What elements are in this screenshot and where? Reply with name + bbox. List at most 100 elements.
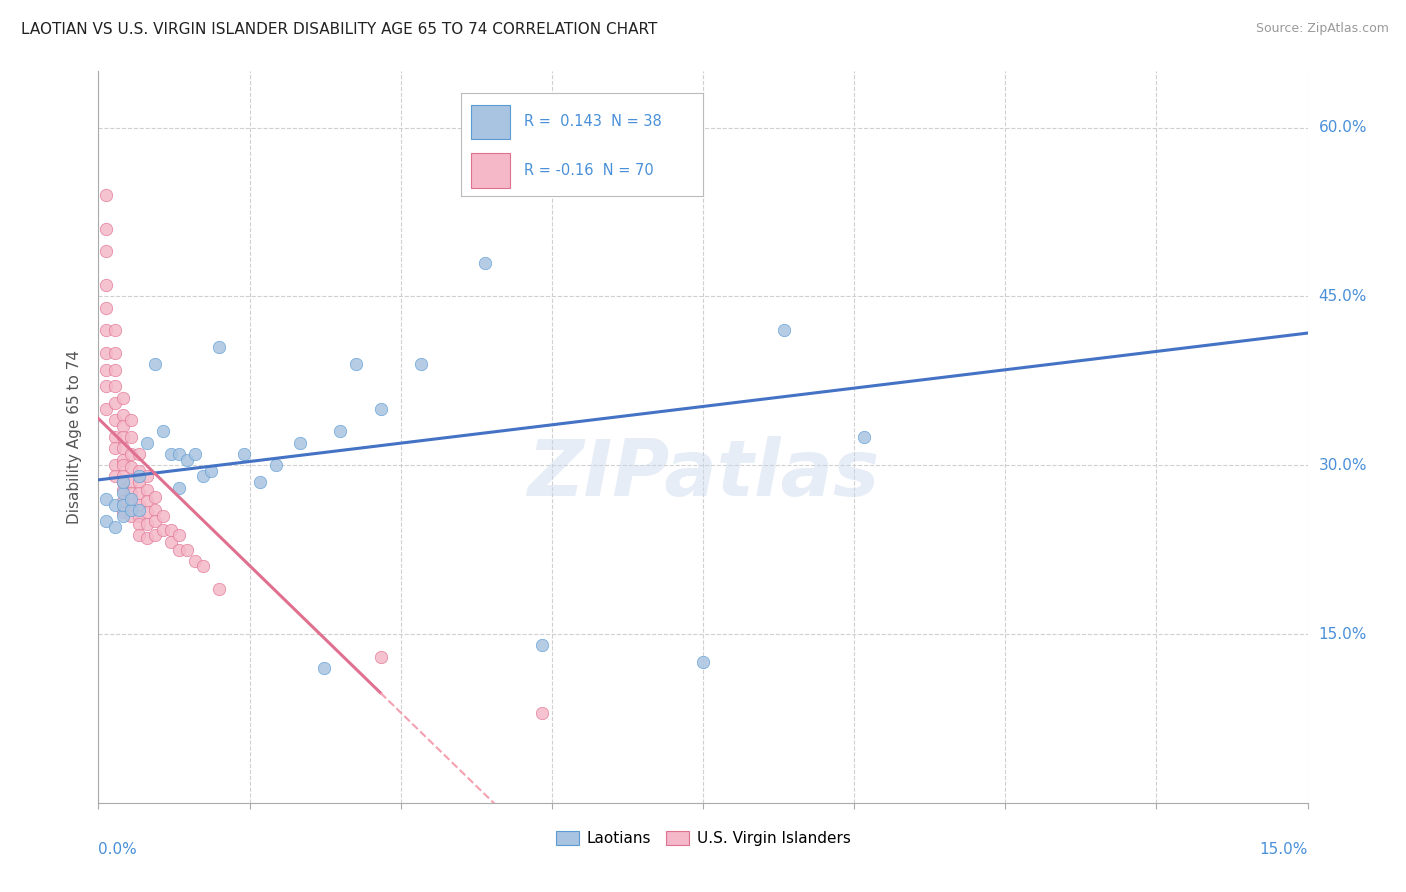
- Text: 15.0%: 15.0%: [1260, 842, 1308, 856]
- Point: [96, 345, 118, 359]
- Text: 30.0%: 30.0%: [1319, 458, 1367, 473]
- Point: [167, 528, 190, 542]
- Point: [409, 357, 432, 371]
- Point: [103, 362, 125, 376]
- Point: [111, 486, 134, 500]
- Point: [103, 442, 125, 456]
- Point: [135, 494, 157, 508]
- Point: [143, 515, 166, 529]
- Point: [167, 447, 190, 461]
- Point: [200, 464, 222, 478]
- Point: [111, 508, 134, 523]
- Point: [96, 491, 118, 506]
- Point: [96, 188, 118, 202]
- Point: [329, 425, 352, 439]
- Point: [96, 301, 118, 315]
- Point: [111, 452, 134, 467]
- Point: [120, 498, 142, 512]
- Point: [595, 120, 617, 135]
- Point: [111, 418, 134, 433]
- Point: [160, 524, 183, 538]
- Point: [160, 534, 183, 549]
- Text: LAOTIAN VS U.S. VIRGIN ISLANDER DISABILITY AGE 65 TO 74 CORRELATION CHART: LAOTIAN VS U.S. VIRGIN ISLANDER DISABILI…: [21, 22, 658, 37]
- Point: [135, 516, 157, 531]
- Point: [176, 452, 198, 467]
- Point: [111, 391, 134, 405]
- Point: [103, 469, 125, 483]
- Point: [96, 379, 118, 393]
- Point: [135, 483, 157, 497]
- Point: [314, 661, 336, 675]
- Point: [176, 542, 198, 557]
- Point: [120, 430, 142, 444]
- Point: [167, 542, 190, 557]
- Point: [193, 469, 215, 483]
- Point: [135, 469, 157, 483]
- Point: [128, 469, 150, 483]
- Point: [111, 469, 134, 483]
- Point: [111, 475, 134, 489]
- Point: [128, 475, 150, 489]
- Point: [152, 524, 174, 538]
- Point: [184, 554, 207, 568]
- Point: [103, 413, 125, 427]
- Text: Source: ZipAtlas.com: Source: ZipAtlas.com: [1256, 22, 1389, 36]
- Point: [111, 430, 134, 444]
- Point: [232, 447, 254, 461]
- Point: [128, 447, 150, 461]
- Point: [120, 486, 142, 500]
- Point: [135, 435, 157, 450]
- Point: [128, 498, 150, 512]
- Point: [128, 503, 150, 517]
- Point: [152, 425, 174, 439]
- Point: [143, 503, 166, 517]
- Point: [249, 475, 271, 489]
- Point: [96, 362, 118, 376]
- Point: [208, 340, 231, 354]
- Point: [208, 582, 231, 596]
- Point: [128, 486, 150, 500]
- Point: [111, 498, 134, 512]
- Point: [474, 255, 496, 269]
- Point: [344, 357, 367, 371]
- Point: [167, 481, 190, 495]
- Point: [96, 278, 118, 293]
- Point: [111, 483, 134, 497]
- Point: [370, 649, 392, 664]
- Point: [152, 508, 174, 523]
- Text: 60.0%: 60.0%: [1319, 120, 1367, 135]
- Point: [288, 435, 311, 450]
- Point: [184, 447, 207, 461]
- Point: [530, 638, 553, 652]
- Point: [120, 503, 142, 517]
- Text: 0.0%: 0.0%: [98, 842, 138, 856]
- Text: 15.0%: 15.0%: [1319, 626, 1367, 641]
- Point: [96, 244, 118, 259]
- Point: [128, 528, 150, 542]
- Point: [103, 379, 125, 393]
- Point: [103, 323, 125, 337]
- Point: [143, 490, 166, 504]
- Point: [143, 357, 166, 371]
- Point: [120, 460, 142, 475]
- Point: [692, 655, 714, 669]
- Point: [193, 559, 215, 574]
- Point: [96, 401, 118, 416]
- Point: [111, 494, 134, 508]
- Point: [96, 222, 118, 236]
- Point: [135, 506, 157, 520]
- Point: [111, 442, 134, 456]
- Point: [120, 491, 142, 506]
- Point: [128, 508, 150, 523]
- Point: [111, 458, 134, 473]
- Point: [128, 516, 150, 531]
- Point: [120, 447, 142, 461]
- Point: [103, 520, 125, 534]
- Point: [103, 345, 125, 359]
- Point: [96, 515, 118, 529]
- Point: [111, 506, 134, 520]
- Legend: Laotians, U.S. Virgin Islanders: Laotians, U.S. Virgin Islanders: [548, 823, 858, 854]
- Point: [264, 458, 287, 473]
- Point: [370, 401, 392, 416]
- Point: [120, 475, 142, 489]
